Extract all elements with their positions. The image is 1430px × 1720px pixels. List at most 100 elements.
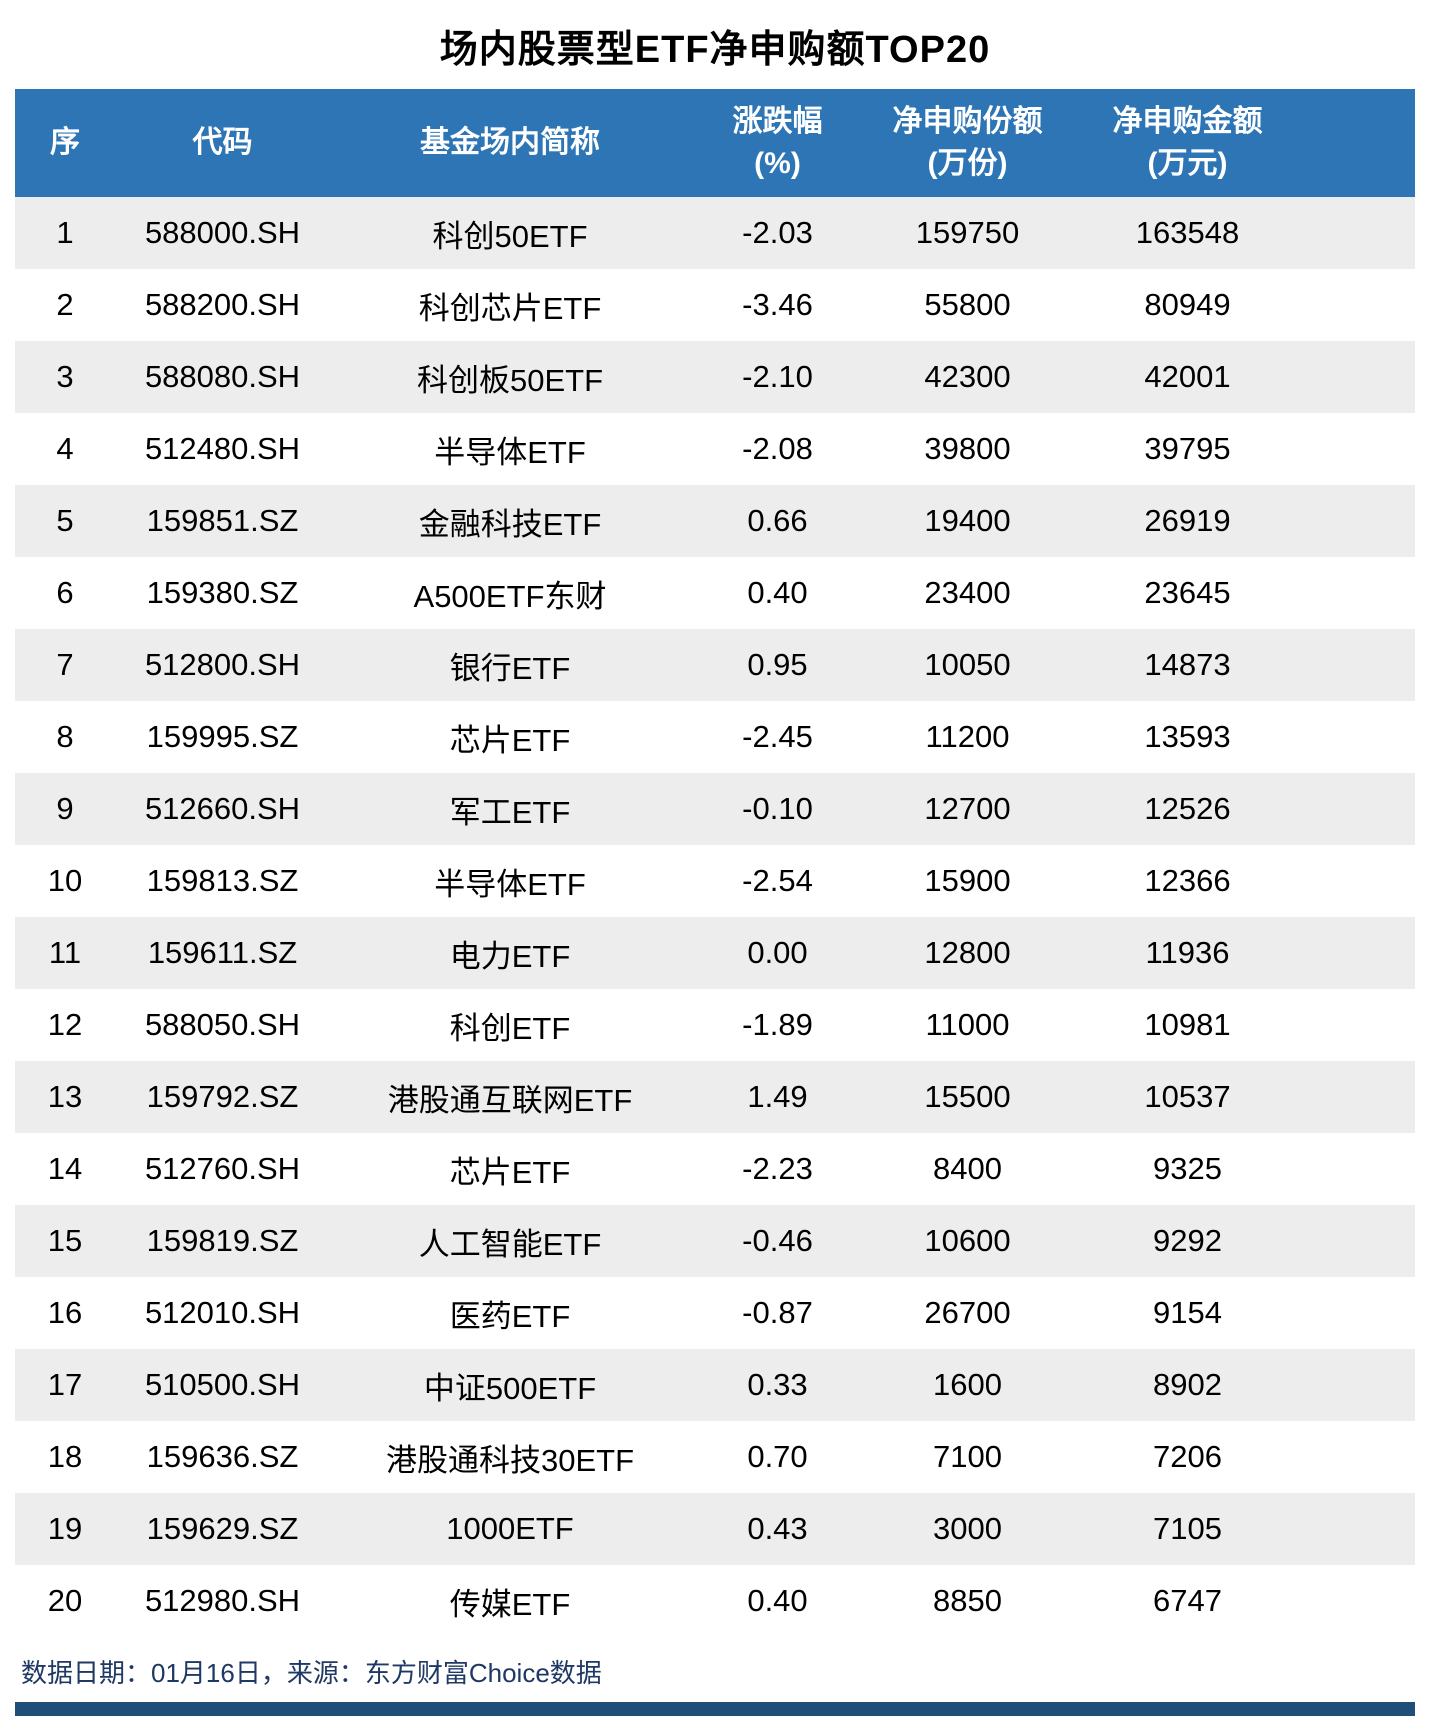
cell-net-amount: 14873 <box>1144 647 1231 682</box>
cell-net-amount: 23645 <box>1144 575 1231 610</box>
cell-index: 6 <box>56 575 74 610</box>
cell-net-shares: 55800 <box>924 287 1011 322</box>
cell-net-shares: 39800 <box>924 431 1011 466</box>
cell-index: 16 <box>47 1295 83 1330</box>
cell-index: 9 <box>56 791 74 826</box>
cell-net-amount: 7206 <box>1153 1439 1222 1474</box>
cell-net-amount: 42001 <box>1144 359 1231 394</box>
table-row: 9 512660.SH 军工ETF -0.10 12700 12526 <box>15 773 1415 845</box>
cell-change-pct: -3.46 <box>742 287 813 322</box>
cell-change-pct: 0.95 <box>747 647 808 682</box>
cell-code: 512660.SH <box>144 791 301 826</box>
cell-code: 588080.SH <box>144 359 301 394</box>
table-row: 14 512760.SH 芯片ETF -2.23 8400 9325 <box>15 1133 1415 1205</box>
cell-net-amount: 10981 <box>1144 1007 1231 1042</box>
cell-change-pct: -2.54 <box>742 863 813 898</box>
header-label: 净申购份额 <box>892 105 1043 138</box>
cell-net-shares: 23400 <box>924 575 1011 610</box>
cell-change-pct: 1.49 <box>747 1079 808 1114</box>
cell-fund-name: 电力ETF <box>449 938 571 974</box>
data-source-note: 数据日期：01月16日，来源：东方财富Choice数据 <box>21 1658 602 1688</box>
table-row: 6 159380.SZ A500ETF东财 0.40 23400 23645 <box>15 557 1415 629</box>
cell-index: 12 <box>47 1007 83 1042</box>
cell-change-pct: -1.89 <box>742 1007 813 1042</box>
cell-index: 7 <box>56 647 74 682</box>
cell-index: 20 <box>47 1583 83 1618</box>
header-label: 序 <box>50 126 80 159</box>
table-row: 4 512480.SH 半导体ETF -2.08 39800 39795 <box>15 413 1415 485</box>
cell-fund-name: 科创ETF <box>449 1010 571 1046</box>
cell-net-amount: 8902 <box>1153 1367 1222 1402</box>
cell-change-pct: -0.87 <box>742 1295 813 1330</box>
cell-fund-name: 传媒ETF <box>449 1586 571 1622</box>
table-row: 20 512980.SH 传媒ETF 0.40 8850 6747 <box>15 1565 1415 1637</box>
cell-fund-name: 1000ETF <box>446 1511 574 1546</box>
cell-net-amount: 80949 <box>1144 287 1231 322</box>
table-row: 18 159636.SZ 港股通科技30ETF 0.70 7100 7206 <box>15 1421 1415 1493</box>
cell-net-amount: 7105 <box>1153 1511 1222 1546</box>
cell-net-shares: 3000 <box>933 1511 1002 1546</box>
table-row: 2 588200.SH 科创芯片ETF -3.46 55800 80949 <box>15 269 1415 341</box>
cell-index: 18 <box>47 1439 83 1474</box>
table-row: 16 512010.SH 医药ETF -0.87 26700 9154 <box>15 1277 1415 1349</box>
cell-net-shares: 7100 <box>933 1439 1002 1474</box>
cell-fund-name: 科创50ETF <box>432 218 588 254</box>
cell-code: 159995.SZ <box>146 719 299 754</box>
table-row: 15 159819.SZ 人工智能ETF -0.46 10600 9292 <box>15 1205 1415 1277</box>
cell-net-amount: 10537 <box>1144 1079 1231 1114</box>
cell-fund-name: 半导体ETF <box>434 866 586 902</box>
cell-change-pct: -2.03 <box>742 215 813 250</box>
cell-code: 159819.SZ <box>146 1223 299 1258</box>
cell-net-shares: 12800 <box>924 935 1011 970</box>
cell-change-pct: -2.45 <box>742 719 813 754</box>
cell-fund-name: 银行ETF <box>449 650 571 686</box>
cell-index: 8 <box>56 719 74 754</box>
cell-code: 159813.SZ <box>146 863 299 898</box>
header-unit: (%) <box>754 147 801 180</box>
cell-net-shares: 8400 <box>933 1151 1002 1186</box>
cell-code: 588200.SH <box>144 287 301 322</box>
cell-net-shares: 19400 <box>924 503 1011 538</box>
cell-index: 13 <box>47 1079 83 1114</box>
cell-net-amount: 9325 <box>1153 1151 1222 1186</box>
cell-code: 512010.SH <box>144 1295 301 1330</box>
table-header: 序 代码 基金场内简称 涨跌幅 (%) 净申购份额 (万份) <box>15 89 1415 197</box>
cell-net-shares: 10050 <box>924 647 1011 682</box>
cell-fund-name: 军工ETF <box>449 794 571 830</box>
cell-index: 4 <box>56 431 74 466</box>
cell-net-shares: 159750 <box>915 215 1020 250</box>
table-row: 10 159813.SZ 半导体ETF -2.54 15900 12366 <box>15 845 1415 917</box>
table-row: 1 588000.SH 科创50ETF -2.03 159750 163548 <box>15 197 1415 269</box>
header-label: 基金场内简称 <box>420 126 600 159</box>
etf-table: 序 代码 基金场内简称 涨跌幅 (%) 净申购份额 (万份) <box>15 89 1415 1637</box>
cell-net-amount: 13593 <box>1144 719 1231 754</box>
cell-net-amount: 11936 <box>1145 935 1230 970</box>
table-row: 12 588050.SH 科创ETF -1.89 11000 10981 <box>15 989 1415 1061</box>
col-header-fund-name: 基金场内简称 <box>330 89 690 197</box>
cell-fund-name: A500ETF东财 <box>413 578 607 614</box>
cell-fund-name: 半导体ETF <box>434 434 586 470</box>
cell-net-shares: 8850 <box>933 1583 1002 1618</box>
cell-code: 512800.SH <box>144 647 301 682</box>
cell-change-pct: 0.66 <box>747 503 808 538</box>
cell-net-amount: 9154 <box>1153 1295 1222 1330</box>
cell-change-pct: 0.43 <box>747 1511 808 1546</box>
cell-code: 159380.SZ <box>146 575 299 610</box>
header-unit: (万份) <box>927 147 1008 180</box>
cell-change-pct: 0.33 <box>747 1367 808 1402</box>
header-label: 代码 <box>192 126 253 159</box>
cell-index: 19 <box>47 1511 83 1546</box>
cell-fund-name: 港股通互联网ETF <box>387 1082 633 1118</box>
cell-code: 512980.SH <box>144 1583 301 1618</box>
cell-net-shares: 12700 <box>924 791 1011 826</box>
cell-net-amount: 39795 <box>1144 431 1231 466</box>
cell-index: 5 <box>56 503 74 538</box>
cell-fund-name: 金融科技ETF <box>418 506 602 542</box>
cell-fund-name: 人工智能ETF <box>418 1226 602 1262</box>
cell-index: 17 <box>47 1367 83 1402</box>
cell-net-amount: 6747 <box>1153 1583 1222 1618</box>
cell-fund-name: 科创板50ETF <box>416 362 604 398</box>
cell-net-amount: 12526 <box>1144 791 1231 826</box>
page-title: 场内股票型ETF净申购额TOP20 <box>439 29 991 71</box>
